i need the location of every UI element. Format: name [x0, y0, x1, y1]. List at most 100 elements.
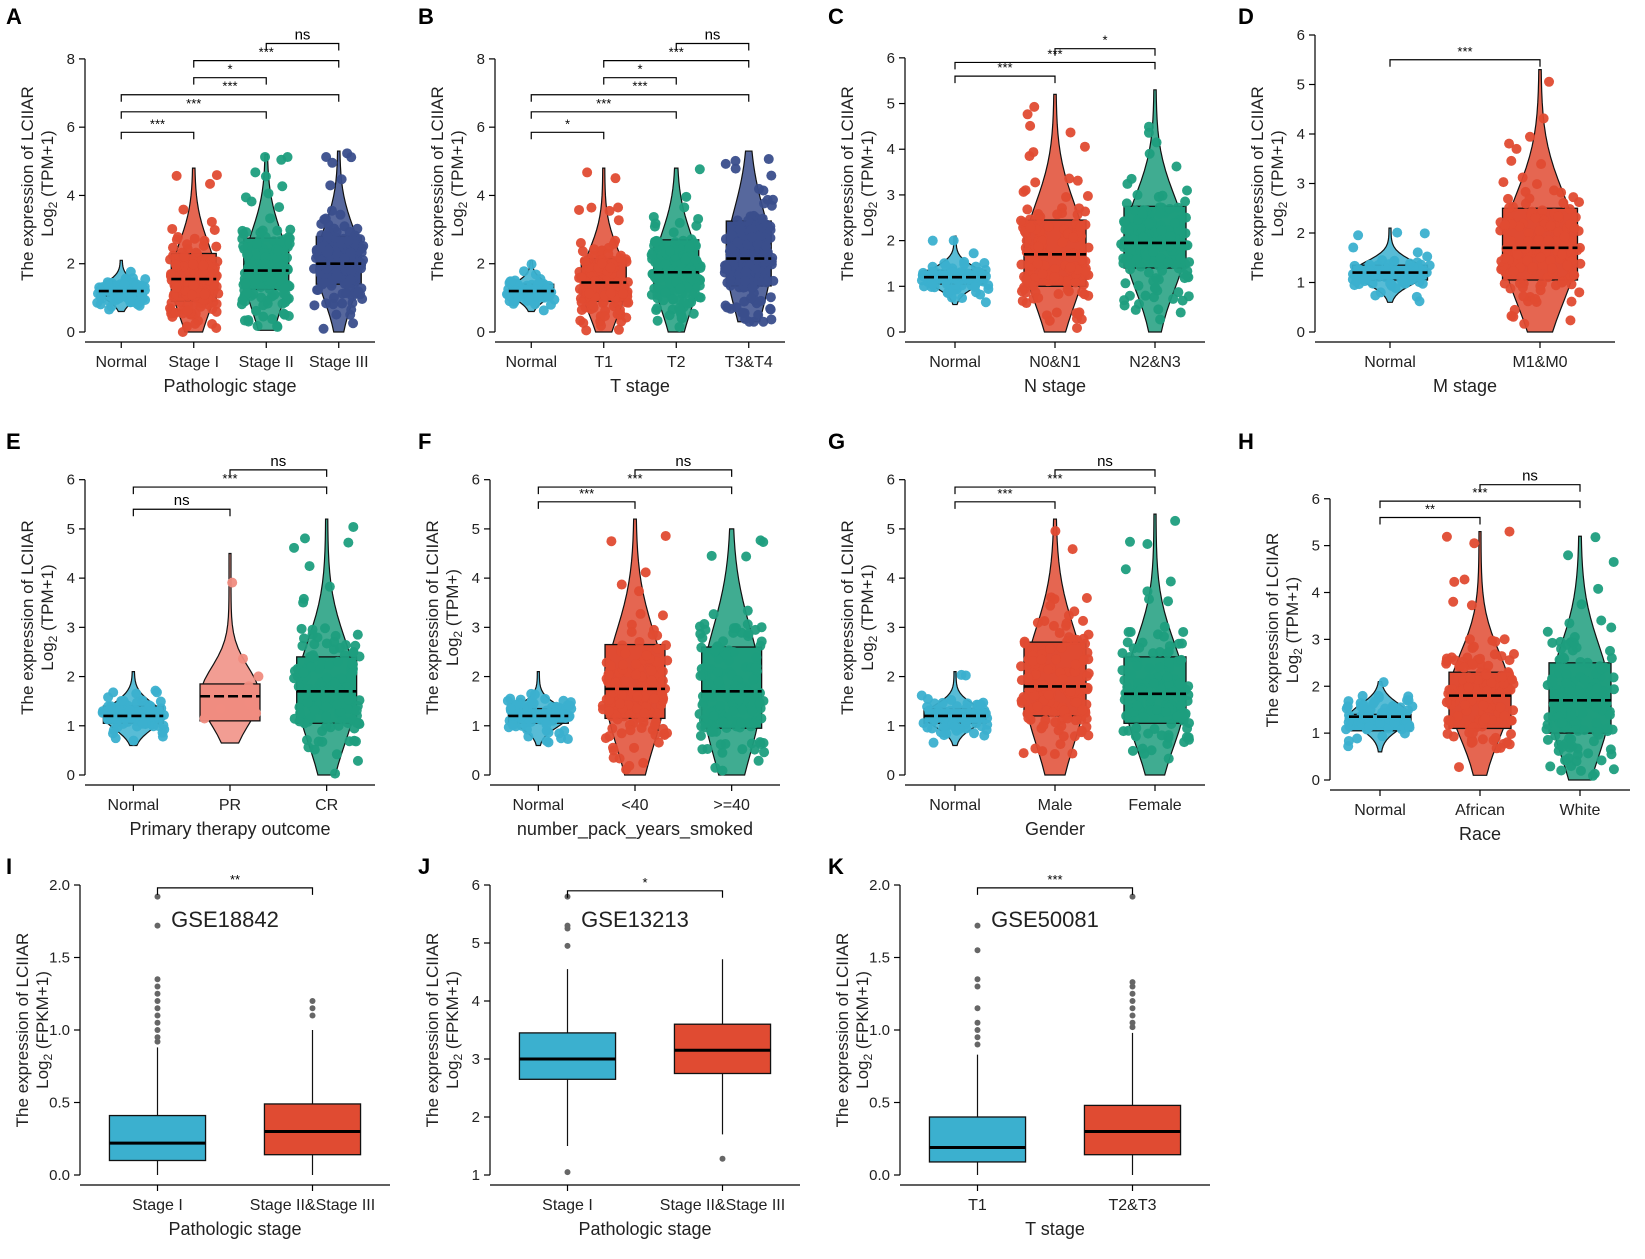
significance-bracket: ***: [603, 45, 750, 68]
data-point: [211, 241, 222, 252]
data-point: [1080, 265, 1091, 276]
data-point: [317, 736, 328, 747]
data-point: [1131, 723, 1142, 734]
data-point: [1020, 185, 1031, 196]
data-point: [761, 241, 772, 252]
data-point: [1503, 193, 1514, 204]
significance-label: ns: [295, 27, 311, 44]
data-point: [1146, 693, 1157, 704]
data-point: [1037, 269, 1048, 280]
data-point: [732, 215, 743, 226]
data-point: [251, 265, 262, 276]
data-point: [330, 768, 341, 779]
data-point: [1083, 242, 1094, 253]
data-point: [1144, 218, 1155, 229]
data-point: [712, 667, 723, 678]
data-point: [1358, 699, 1369, 710]
data-point: [1049, 749, 1060, 760]
data-point: [350, 736, 361, 747]
data-point: [1486, 677, 1497, 688]
data-point: [1518, 291, 1529, 302]
data-point: [1155, 684, 1166, 695]
data-point: [1514, 221, 1525, 232]
data-point: [596, 320, 607, 331]
data-point: [1355, 712, 1366, 723]
significance-bracket: ns: [1479, 468, 1581, 492]
data-point: [1061, 620, 1072, 631]
data-point: [165, 268, 176, 279]
panel-letter-C: C: [828, 4, 844, 29]
data-point: [182, 239, 193, 250]
data-point: [1606, 749, 1617, 760]
data-point: [318, 278, 329, 289]
data-point: [1016, 661, 1027, 672]
panel-B: B 0 2 4 6 8 The expression of LCIIARLog2 (TPM+…: [418, 4, 785, 396]
data-point: [918, 267, 929, 278]
data-point: [1404, 722, 1415, 733]
data-point: [312, 285, 323, 296]
data-point: [266, 276, 277, 287]
data-point: [675, 283, 686, 294]
data-point: [1352, 733, 1363, 744]
data-point: [1067, 748, 1078, 759]
panel-letter-E: E: [6, 429, 21, 454]
data-point: [1028, 147, 1039, 158]
y-tick-label: 6: [67, 472, 75, 489]
data-point: [272, 225, 283, 236]
data-point: [331, 309, 342, 320]
data-point: [1465, 673, 1476, 684]
data-point: [1441, 531, 1452, 542]
data-point: [240, 278, 251, 289]
data-point: [589, 276, 600, 287]
data-point: [1023, 672, 1034, 683]
data-point: [1422, 251, 1433, 262]
data-point: [1058, 674, 1069, 685]
data-point: [1343, 717, 1354, 728]
y-tick-label: 2: [472, 1109, 480, 1126]
data-point: [718, 636, 729, 647]
data-point: [1148, 648, 1159, 659]
data-point: [260, 258, 271, 269]
data-point: [660, 530, 671, 541]
data-point: [1591, 717, 1602, 728]
data-point: [137, 718, 148, 729]
bracket-line: [530, 94, 750, 102]
data-point: [620, 648, 631, 659]
data-point: [710, 645, 721, 656]
data-point: [684, 242, 695, 253]
box-Stage II&Stage III: [263, 998, 362, 1175]
data-point: [646, 665, 657, 676]
outlier-point: [154, 1019, 161, 1026]
data-point: [959, 259, 970, 270]
data-point: [506, 276, 517, 287]
data-point: [1051, 307, 1062, 318]
data-point: [1176, 700, 1187, 711]
data-point: [1032, 258, 1043, 269]
significance-bracket: ns: [634, 453, 733, 477]
y-axis-title: The expression of LCIIARLog2 (TPM+1): [18, 86, 60, 281]
outlier-point: [564, 1169, 571, 1176]
data-point: [170, 307, 181, 318]
data-point: [345, 671, 356, 682]
data-point: [518, 266, 529, 277]
data-point: [679, 202, 690, 213]
outlier-point: [154, 976, 161, 983]
data-point: [1468, 641, 1479, 652]
data-point: [298, 597, 309, 608]
data-point: [616, 579, 627, 590]
data-point: [656, 688, 667, 699]
data-point: [181, 321, 192, 332]
data-point: [1527, 262, 1538, 273]
x-tick-label: N2&N3: [1129, 354, 1181, 371]
y-tick-label: 6: [472, 472, 480, 489]
data-point: [1134, 642, 1145, 653]
data-point: [1079, 141, 1090, 152]
data-point: [657, 610, 668, 621]
panel-letter-D: D: [1238, 4, 1254, 29]
outlier-point: [1129, 983, 1136, 990]
data-point: [1072, 308, 1083, 319]
data-point: [1018, 748, 1029, 759]
y-tick-label: 1.0: [869, 1022, 890, 1039]
data-point: [1176, 654, 1187, 665]
data-point: [274, 236, 285, 247]
